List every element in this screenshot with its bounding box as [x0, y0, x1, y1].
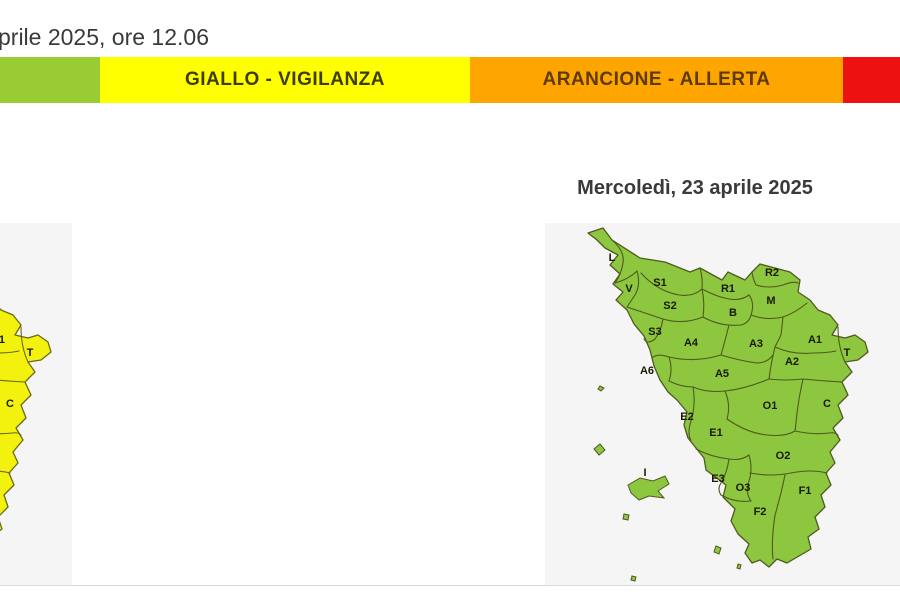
zone-label-V: V [625, 283, 633, 295]
island-5 [736, 563, 742, 570]
zone-label-T: T [844, 347, 851, 359]
zone-label-A1: A1 [0, 334, 5, 346]
right-map-title: Mercoledì, 23 aprile 2025 [577, 177, 813, 199]
alert-legend: GIALLO - VIGILANZA ARANCIONE - ALLERTA [0, 57, 900, 103]
island-4 [713, 545, 722, 555]
tuscany-map-yellow: LS1VR1R2MS2BS3A4A3A1TA2A6A5O1CE2E1O2IE3O… [0, 307, 52, 532]
zone-border-11 [643, 318, 664, 343]
zone-label-L: L [609, 252, 616, 264]
region-outline [587, 227, 869, 568]
zone-label-S3: S3 [648, 326, 661, 338]
zone-label-C: C [6, 398, 14, 410]
zone-border-31 [771, 474, 786, 560]
left-map-panel: LS1VR1R2MS2BS3A4A3A1TA2A6A5O1CE2E1O2IE3O… [0, 223, 72, 585]
island-1 [627, 475, 670, 501]
island-0 [593, 443, 606, 456]
zone-label-O1: O1 [763, 400, 778, 412]
zone-border-22 [688, 386, 695, 442]
zone-border-26 [0, 432, 22, 436]
zone-border-15 [668, 380, 694, 388]
zone-border-17 [0, 350, 20, 354]
zone-label-A1: A1 [808, 334, 822, 346]
update-timestamp: prile 2025, ore 12.06 [0, 24, 209, 50]
legend-giallo-label: GIALLO - VIGILANZA [184, 69, 386, 90]
zone-border-4 [701, 288, 750, 301]
island-3 [622, 513, 630, 521]
zone-label-A2: A2 [785, 356, 799, 368]
zone-border-0 [611, 239, 624, 284]
zone-border-14 [668, 356, 672, 382]
zone-label-T: T [27, 347, 34, 359]
zone-label-F2: F2 [754, 506, 767, 518]
legend-arancione-label: ARANCIONE - ALLERTA [542, 69, 771, 90]
island-6 [630, 575, 637, 582]
zone-border-3 [699, 267, 703, 290]
zone-label-A3: A3 [749, 338, 763, 350]
zone-border-5 [751, 271, 799, 288]
tuscany-map-green: L S1 V R1 R2 M S2 B S3 A4 A3 A1 T A2 A6 A5 O1 C E2 E1 O2 I E3 O… [587, 227, 869, 582]
zone-label-O2: O2 [776, 450, 791, 462]
zone-label-C: C [823, 398, 831, 410]
zone-border-12 [720, 324, 730, 356]
zone-border-16 [774, 316, 784, 348]
zone-label-R1: R1 [721, 283, 735, 295]
zone-label-E3: E3 [711, 473, 724, 485]
legend-segment-giallo: GIALLO - VIGILANZA [100, 57, 470, 103]
zone-border-23 [724, 390, 730, 420]
zone-label-I: I [643, 467, 646, 479]
region-outline [0, 307, 52, 532]
bottom-divider [0, 585, 900, 586]
zone-border-33 [20, 326, 29, 363]
zone-border-18 [768, 346, 776, 380]
zone-border-8 [701, 288, 705, 318]
zone-label-F1: F1 [799, 485, 812, 497]
zone-border-29 [718, 458, 730, 496]
zone-border-33 [837, 326, 846, 363]
right-map-panel: L S1 V R1 R2 M S2 B S3 A4 A3 A1 T A2 A6 A5 O1 C E2 E1 O2 I E3 O… [545, 223, 900, 585]
zone-border-25 [794, 378, 804, 432]
zone-border-26 [794, 430, 839, 436]
zone-border-28 [746, 454, 752, 502]
zone-border-9 [702, 314, 752, 326]
legend-segment-arancione: ARANCIONE - ALLERTA [470, 57, 843, 103]
island-2 [597, 385, 605, 392]
zone-label-E2: E2 [680, 411, 693, 423]
zone-border-24 [726, 418, 796, 437]
zone-label-A5: A5 [715, 368, 729, 380]
zone-label-S1: S1 [653, 277, 666, 289]
zone-border-32 [720, 494, 752, 502]
zone-border-20 [0, 379, 26, 383]
zone-label-M: M [766, 295, 775, 307]
zone-label-S2: S2 [663, 300, 676, 312]
zone-label-A6: A6 [640, 365, 654, 377]
zone-border-6 [748, 294, 754, 316]
zone-label-R2: R2 [765, 267, 779, 279]
zone-border-2 [640, 272, 703, 296]
zone-border-30 [749, 470, 828, 476]
zone-label-E1: E1 [709, 427, 722, 439]
legend-segment-verde [0, 57, 100, 103]
zone-label-B: B [729, 307, 737, 319]
zone-border-30 [0, 470, 11, 474]
zone-label-O3: O3 [736, 482, 751, 494]
legend-segment-rosso [843, 57, 900, 103]
zone-border-1 [614, 269, 640, 308]
zone-label-A4: A4 [684, 337, 699, 349]
zone-border-17 [774, 346, 837, 354]
zone-border-19 [720, 354, 774, 364]
